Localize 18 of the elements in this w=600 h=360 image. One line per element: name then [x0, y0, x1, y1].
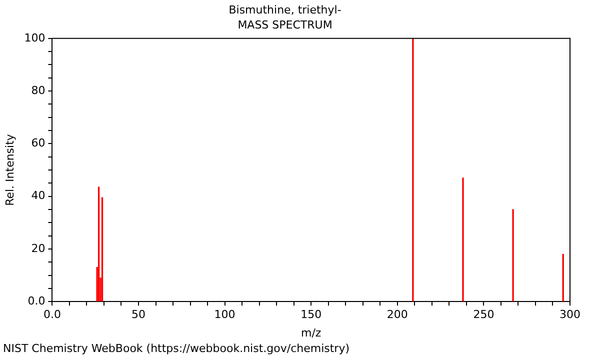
x-tick-label: 250: [473, 308, 494, 322]
y-tick-label: 40: [31, 189, 46, 202]
y-tick-label: 20: [31, 242, 46, 255]
y-tick-label: 60: [31, 136, 46, 150]
y-axis-title: Rel. Intensity: [3, 134, 16, 206]
x-axis-title: m/z: [300, 326, 322, 340]
x-tick-label: 50: [131, 308, 146, 322]
chart-title: Bismuthine, triethyl-: [228, 3, 342, 16]
text: NIST Chemistry WebBook (https://webbook.nist.gov/chemistry): [3, 342, 350, 355]
x-tick-label: 100: [214, 308, 236, 322]
chart-subtitle: MASS SPECTRUM: [238, 18, 332, 32]
y-tick-label: 100: [24, 31, 46, 44]
x-tick-label: 150: [300, 308, 322, 322]
x-tick-label: 200: [386, 308, 408, 322]
x-tick-label: 0.0: [43, 308, 61, 322]
y-tick-label: 0.0: [28, 294, 46, 308]
x-tick-label: 300: [560, 308, 580, 322]
y-tick-label: 80: [31, 84, 46, 97]
